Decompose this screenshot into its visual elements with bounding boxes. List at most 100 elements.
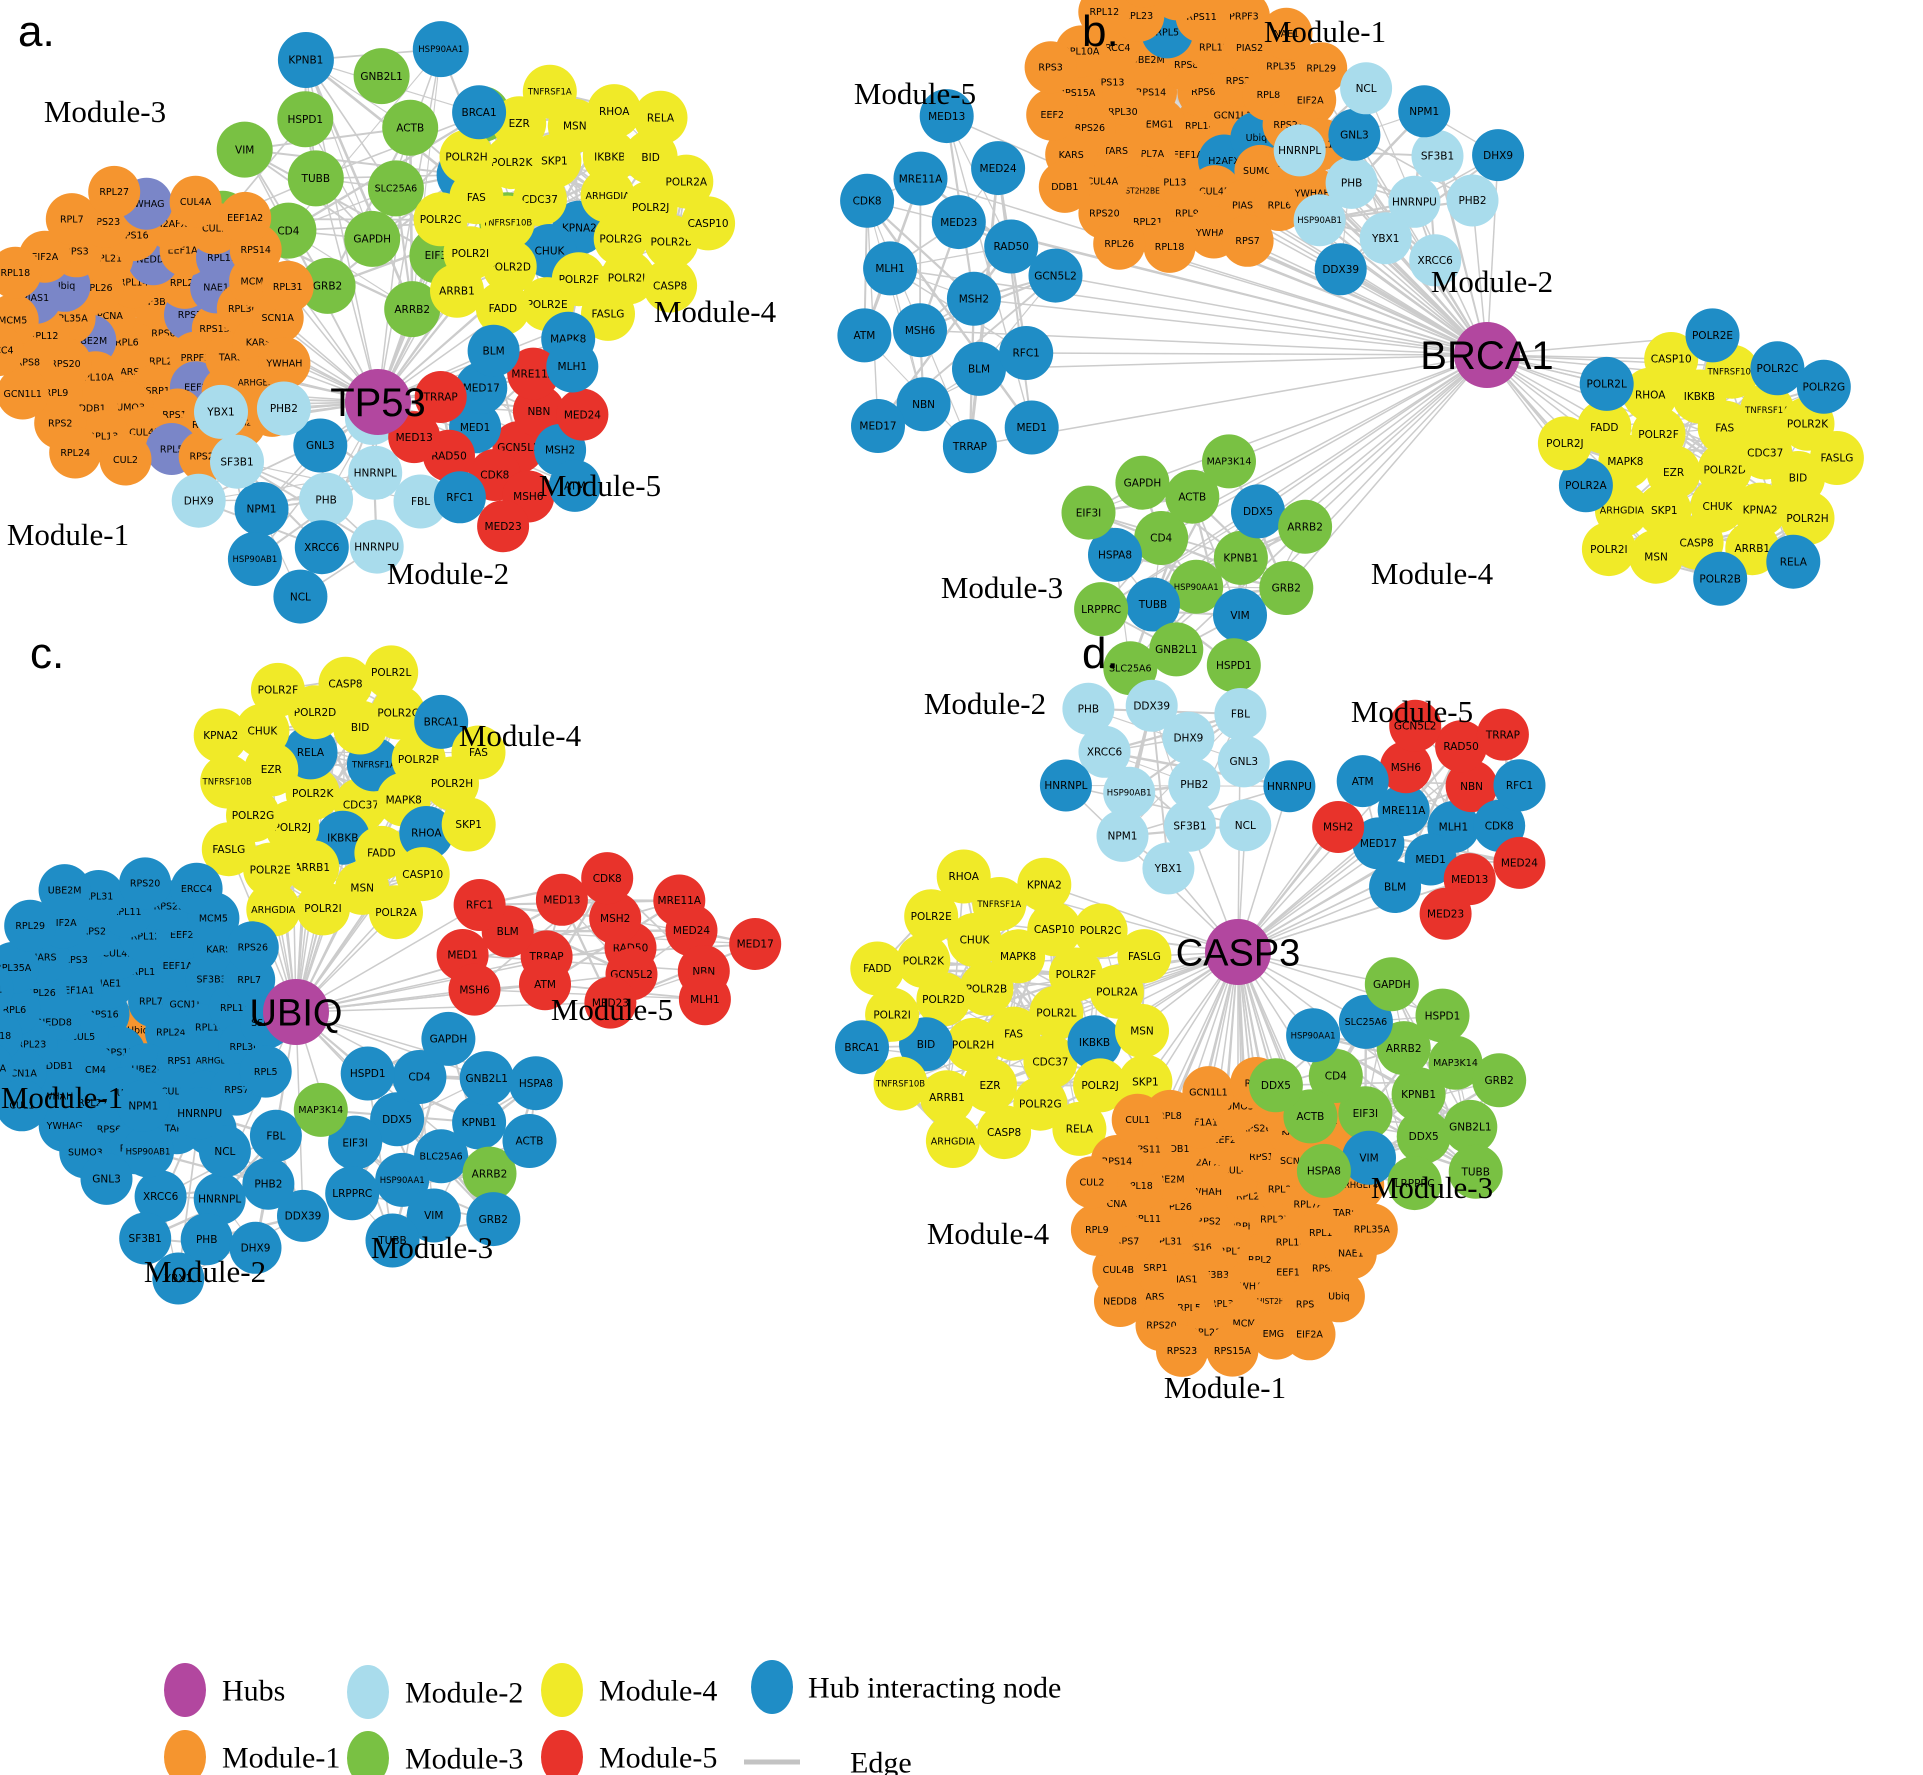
- node-label: POLR2C: [420, 214, 462, 226]
- node-label: RPS3: [1038, 63, 1062, 74]
- node-DHX9: DHX9: [229, 1221, 282, 1274]
- node-label: LRPPRC: [332, 1188, 372, 1200]
- node-label: POLR2B: [1699, 573, 1741, 585]
- node-label: NCL: [1235, 820, 1256, 832]
- node-label: MAP3K14: [298, 1105, 343, 1116]
- node-label: BID: [1789, 473, 1807, 485]
- node-label: RPS23: [1167, 1346, 1197, 1357]
- node-EIF3I: EIF3I: [328, 1115, 383, 1170]
- node-label: EIF3I: [342, 1137, 368, 1149]
- node-label: SLC25A6: [375, 184, 418, 195]
- node-SF3B1: SF3B1: [1164, 799, 1216, 852]
- module-label-module-1: Module-1: [1264, 14, 1386, 49]
- node-label: TNFRSF1A: [1744, 406, 1789, 416]
- node-label: POLR2D: [294, 707, 337, 719]
- node-CUL1: CUL1: [0, 1079, 48, 1132]
- node-label: SCN1A: [5, 1068, 38, 1079]
- node-label: RHOA: [1635, 389, 1666, 401]
- node-label: HSP90AA1: [1174, 583, 1219, 593]
- node-EIF2A: EIF2A: [1283, 1308, 1336, 1361]
- node-label: RPS2: [82, 926, 106, 937]
- node-label: NBN: [527, 406, 550, 418]
- node-label: ARHGEF4: [196, 1057, 236, 1067]
- node-label: ERCC4: [0, 346, 14, 357]
- module-label-module-3: Module-3: [371, 1230, 493, 1265]
- node-label: HNRNPL: [354, 467, 397, 479]
- node-HSPD1: HSPD1: [1206, 638, 1261, 693]
- node-label: HSP90AB1: [1107, 789, 1152, 799]
- node-label: Ubiq: [54, 281, 76, 292]
- node-label: MCM5: [199, 914, 228, 925]
- node-label: POLR2L: [371, 667, 411, 679]
- node-MED23: MED23: [931, 195, 986, 250]
- node-MED17: MED17: [729, 918, 782, 970]
- node-label: CD4: [1150, 533, 1172, 545]
- node-HNRNPL: HNRNPL: [1039, 759, 1092, 812]
- node-CUL2: CUL2: [1066, 1156, 1118, 1209]
- module-label-module-4: Module-4: [654, 294, 777, 329]
- node-label: RPS15A: [1058, 88, 1095, 99]
- module-label-module-1: Module-1: [1, 1080, 123, 1115]
- edge: [1065, 784, 1246, 826]
- node-FASLG: FASLG: [201, 822, 256, 877]
- node-label: GCN5L2: [610, 969, 653, 981]
- node-MAP3K14: MAP3K14: [1428, 1035, 1483, 1090]
- node-CUL2: CUL2: [99, 433, 152, 486]
- node-FAS: FAS: [986, 1006, 1041, 1061]
- panel-a: SLC25A6TUBBACTBGAPDHHSPD1DDX5CD4GNB2L1EI…: [0, 7, 777, 624]
- node-label: FADD: [367, 848, 395, 860]
- node-FASLG: FASLG: [1809, 431, 1864, 485]
- node-label: RPS16: [118, 230, 148, 241]
- node-RPS23: RPS23: [1156, 1324, 1208, 1377]
- node-PHB: PHB: [180, 1213, 233, 1266]
- node-label: MED13: [396, 432, 433, 444]
- node-label: HNRNPL: [1044, 780, 1087, 792]
- node-label: EEF2: [170, 930, 194, 941]
- node-GNB2L1: GNB2L1: [353, 48, 410, 105]
- node-label: MAPK8: [386, 794, 422, 806]
- node-PHB: PHB: [299, 472, 354, 527]
- node-POLR2E: POLR2E: [904, 889, 959, 944]
- node-label: MAPK8: [1607, 456, 1643, 468]
- node-GRB2: GRB2: [299, 257, 356, 314]
- node-label: BLM: [968, 364, 990, 376]
- node-label: TNFRSF1A: [976, 900, 1021, 910]
- node-GNB2L1: GNB2L1: [1443, 1099, 1498, 1154]
- node-POLR2J: POLR2J: [1537, 416, 1592, 471]
- node-label: GNL3: [92, 1174, 121, 1186]
- node-CD4: CD4: [392, 1050, 447, 1104]
- node-label: POLR2G: [1803, 381, 1846, 393]
- node-label: POLR2B: [398, 754, 440, 766]
- node-label: RPL12: [1089, 7, 1119, 18]
- node-HSP90AB1: HSP90AB1: [227, 532, 282, 586]
- node-label: HSP90AB1: [233, 555, 278, 565]
- node-label: RPS26: [1241, 1124, 1271, 1135]
- node-POLR2H: POLR2H: [1780, 491, 1835, 546]
- node-label: EEF1A1: [58, 986, 94, 997]
- node-label: RPS8: [16, 357, 40, 368]
- node-label: H2AFX: [1208, 156, 1240, 167]
- node-label: GNB2L1: [1155, 644, 1197, 656]
- node-label: PCNA: [97, 311, 123, 322]
- node-label: POLR2D: [488, 261, 531, 273]
- node-MED23: MED23: [477, 500, 530, 553]
- hub-UBIQ: UBIQ: [250, 979, 342, 1045]
- node-label: GRB2: [479, 1214, 508, 1226]
- node-BRCA1: BRCA1: [835, 1020, 889, 1075]
- node-label: POLR2E: [1692, 330, 1733, 342]
- node-label: CUL5: [70, 1032, 95, 1043]
- node-label: RPS14: [240, 245, 270, 256]
- node-ACTB: ACTB: [502, 1114, 557, 1168]
- node-label: RPL7: [237, 975, 261, 986]
- node-label: MED24: [1501, 858, 1538, 870]
- node-ATM: ATM: [548, 459, 601, 512]
- node-label: CD4: [408, 1072, 430, 1084]
- node-label: SUMO3: [68, 1148, 103, 1159]
- node-label: SKP1: [455, 819, 482, 831]
- node-label: EIF2A: [1297, 95, 1324, 106]
- node-label: H2AFX: [155, 219, 187, 230]
- node-label: RPL5: [1155, 28, 1179, 39]
- node-label: LRPPRC: [1081, 604, 1121, 616]
- node-label: RPL13: [89, 431, 119, 442]
- node-TUBB: TUBB: [365, 1213, 420, 1268]
